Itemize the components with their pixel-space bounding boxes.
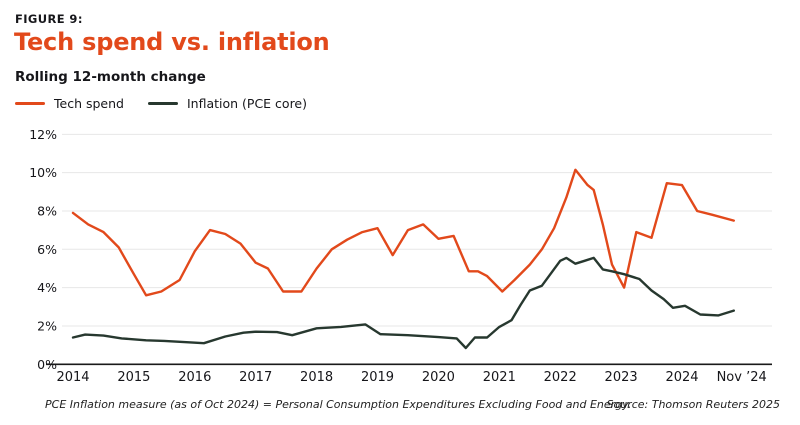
- x-tick-label: 2015: [117, 370, 150, 385]
- y-tick-label: 2%: [37, 318, 57, 333]
- source-note: Source: Thomson Reuters 2025: [606, 398, 781, 411]
- y-tick-label: 6%: [37, 242, 57, 257]
- y-tick-label: 4%: [37, 280, 57, 295]
- chart-subtitle: Rolling 12-month change: [15, 69, 206, 85]
- x-tick-label: Nov ’24: [717, 370, 767, 385]
- legend-item-inflation: Inflation (PCE core): [147, 96, 307, 111]
- legend: Tech spend Inflation (PCE core): [15, 96, 307, 111]
- figure-label: FIGURE 9:: [15, 12, 83, 26]
- x-tick-label: 2020: [422, 370, 455, 385]
- series-line-inflation-pce-core-: [71, 256, 735, 350]
- x-tick-label: 2022: [544, 370, 577, 385]
- chart-canvas: 0% 2% 4% 6% 8% 10% 12% 2014 2015 2016 2017 2018 2019…: [29, 127, 772, 385]
- line-chart: 0% 2% 4% 6% 8% 10% 12% 2014 2015 2016 2017 2018 2019…: [0, 118, 800, 393]
- x-tick-label: 2023: [605, 370, 638, 385]
- x-tick-label: 2016: [178, 370, 211, 385]
- footnote: PCE Inflation measure (as of Oct 2024) =…: [45, 398, 632, 411]
- y-tick-label: 12%: [29, 127, 57, 142]
- series-line-tech-spend: [71, 168, 735, 297]
- legend-label: Tech spend: [54, 96, 124, 111]
- page-title: Tech spend vs. inflation: [14, 28, 330, 56]
- x-tick-label: 2017: [239, 370, 272, 385]
- inflation-line-swatch-icon: [147, 102, 178, 105]
- tech-spend-line-swatch-icon: [15, 102, 45, 105]
- x-tick-label: 2018: [300, 370, 333, 385]
- y-tick-label: 8%: [37, 203, 57, 218]
- x-tick-label: 2024: [665, 370, 698, 385]
- y-tick-label: 0%: [37, 357, 57, 372]
- y-tick-label: 10%: [29, 165, 57, 180]
- x-tick-label: 2021: [483, 370, 516, 385]
- x-tick-label: 2014: [56, 370, 89, 385]
- x-tick-label: 2019: [361, 370, 394, 385]
- legend-item-tech-spend: Tech spend: [15, 96, 124, 111]
- legend-label: Inflation (PCE core): [186, 96, 307, 111]
